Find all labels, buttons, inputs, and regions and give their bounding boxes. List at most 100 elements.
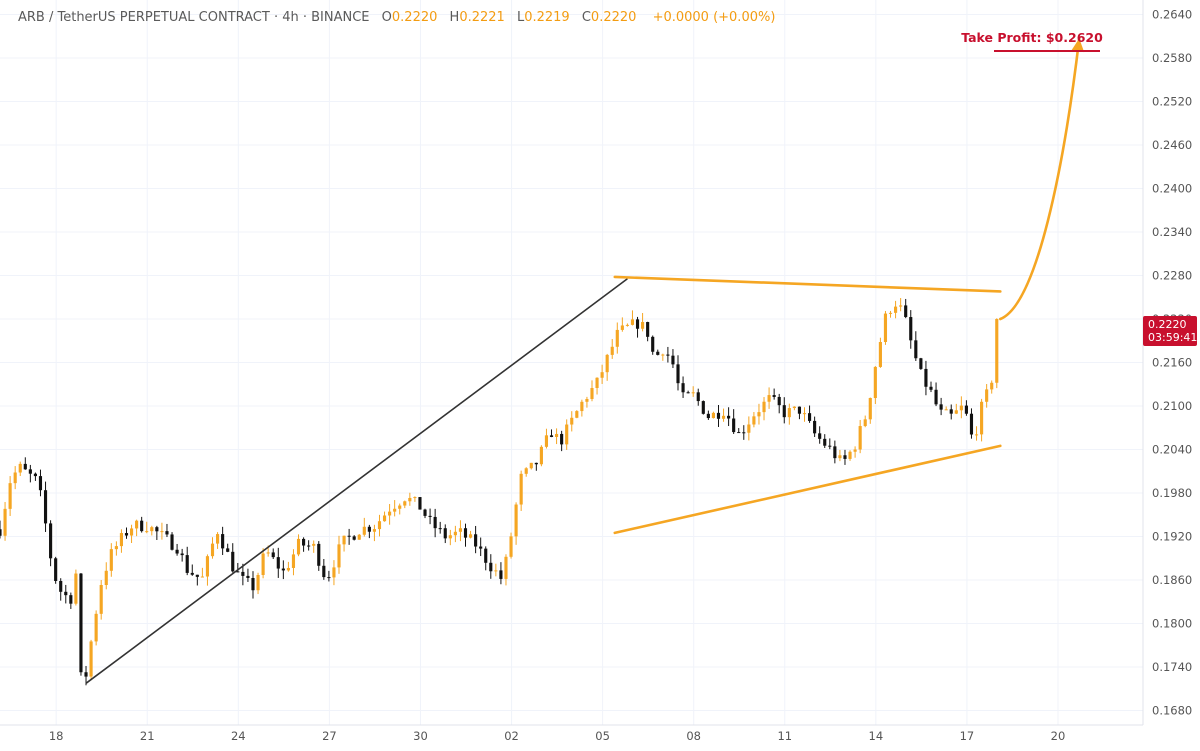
candle-body [595,377,599,388]
candle-body [49,523,53,559]
candle-body [388,511,392,516]
candle-body [565,424,569,445]
candle-body [661,354,665,356]
candle-body [468,534,473,538]
projection-arrow[interactable] [999,37,1081,321]
candle-body [580,401,584,412]
grid-layer [0,0,1143,725]
symbol-header: ARB / TetherUS PERPETUAL CONTRACT · 4h ·… [18,10,775,25]
candle-body [585,398,589,402]
x-tick-label: 18 [49,729,64,743]
candle-body [54,558,58,581]
candle-body [534,462,538,465]
candle-body [124,533,129,536]
candle-body [555,433,559,437]
open-label: O [381,10,392,25]
candle-body [833,446,837,459]
candle-body [352,536,356,540]
candle-body [332,567,336,578]
candle-body [145,531,149,533]
time-axis[interactable]: 18 21 24 27 30 02 05 08 11 14 17 20 [49,729,1065,743]
candle-body [231,551,235,572]
candle-body [205,556,210,577]
take-profit-annotation[interactable]: Take Profit: $0.2620 [961,30,1103,52]
candle-body [104,570,108,586]
candle-body [150,527,154,532]
candle-body [954,410,958,414]
price-change: +0.0000 (+0.00%) [652,10,776,25]
candle-body [221,534,225,549]
candle-body [89,641,93,677]
x-tick-label: 30 [413,729,428,743]
candle-body [377,521,382,530]
candle-body [266,552,270,554]
candle-body [317,543,321,566]
candle-body [286,567,290,571]
candle-body [443,528,447,539]
y-tick-label: 0.1980 [1152,486,1192,500]
wedge-lower-line[interactable] [613,444,1002,535]
candle-body [428,515,432,517]
candle-body [241,571,245,576]
candle-body [630,319,635,325]
candle-body [114,546,118,550]
candle-body [823,438,827,446]
candle-body [200,576,204,578]
y-tick-label: 0.2340 [1152,225,1192,239]
candle-body [671,355,675,365]
candle-body [307,545,311,547]
candle-body [711,412,715,419]
candle-body [423,509,427,516]
candle-body [160,531,164,533]
candle-body [757,412,761,417]
candle-body [342,535,346,545]
candle-body [990,382,994,390]
candle-body [980,401,984,435]
candle-body [686,392,690,394]
y-tick-label: 0.2400 [1152,182,1192,196]
candle-body [109,549,113,571]
y-tick-label: 0.1860 [1152,573,1192,587]
candle-body [696,392,700,402]
candle-body [787,408,791,418]
candle-body [995,319,999,383]
projection-arrowhead [1071,38,1085,53]
wedge-upper-line[interactable] [613,275,1002,293]
candle-body [575,411,579,418]
candle-body [701,401,705,414]
candle-body [180,553,184,556]
candle-body [0,529,2,536]
candle-body [398,505,402,509]
candle-body [458,528,463,532]
candle-body [524,468,528,474]
candle-body [691,392,695,394]
candle-body [438,528,442,530]
candle-body [367,526,371,532]
candle-body [802,413,807,415]
candle-body [418,497,422,510]
candle-body [727,415,731,419]
candle-body [246,575,250,578]
candle-layer [0,298,999,686]
candle-body [195,574,199,577]
rising-trendline[interactable] [85,278,628,684]
candle-body [681,383,685,393]
y-tick-label: 0.1800 [1152,617,1192,631]
candle-body [560,433,564,445]
candle-body [33,473,37,477]
candle-body [347,535,351,537]
candle-body [372,529,376,532]
candle-body [79,573,83,673]
candle-body [899,305,903,307]
candle-body [18,463,22,473]
candle-body [357,534,361,540]
y-tick-label: 0.2640 [1152,8,1192,22]
candle-body [807,413,812,421]
candle-body [64,591,68,596]
candle-body [767,395,771,402]
candle-body [408,497,412,502]
symbol-title: ARB / TetherUS PERPETUAL CONTRACT · 4h ·… [18,10,370,25]
